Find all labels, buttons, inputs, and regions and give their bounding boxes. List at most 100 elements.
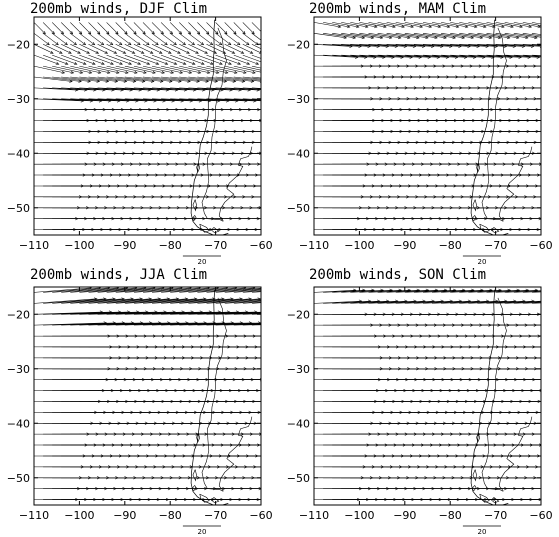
- wind-arrow: [52, 76, 91, 82]
- wind-arrowhead: [301, 174, 304, 177]
- wind-arrowhead: [55, 61, 60, 65]
- island-outline: [196, 162, 201, 173]
- wind-arrow: [197, 33, 213, 46]
- wind-arrow: [179, 54, 205, 65]
- wind-arrowhead: [306, 287, 309, 290]
- wind-arrowhead: [110, 61, 114, 65]
- wind-arrowhead: [419, 25, 424, 29]
- wind-arrowhead: [284, 498, 287, 501]
- wind-arrow: [495, 22, 523, 28]
- wind-arrowhead: [542, 378, 545, 381]
- wind-arrowhead: [551, 346, 554, 349]
- wind-arrowhead: [289, 400, 292, 403]
- wind-arrowhead: [383, 25, 387, 29]
- wind-arrow: [179, 287, 237, 293]
- wind-arrowhead: [258, 206, 261, 210]
- wind-arrowhead: [222, 50, 227, 54]
- wind-arrowhead: [264, 346, 267, 349]
- wind-arrowhead: [552, 196, 555, 199]
- wind-arrowhead: [306, 141, 309, 144]
- wind-arrowhead: [204, 50, 208, 54]
- wind-arrowhead: [554, 108, 557, 111]
- wind-arrowhead: [416, 36, 420, 40]
- wind-arrowhead: [264, 228, 267, 231]
- wind-arrow: [34, 54, 59, 65]
- wind-arrow: [34, 298, 97, 304]
- wind-arrowhead: [410, 25, 414, 29]
- wind-arrowhead: [242, 31, 246, 35]
- wind-arrowhead: [277, 433, 280, 436]
- wind-arrow: [79, 76, 118, 82]
- wind-arrowhead: [295, 433, 298, 436]
- wind-arrowhead: [265, 389, 268, 392]
- wind-arrowhead: [397, 36, 402, 40]
- wind-arrow: [34, 287, 92, 293]
- wind-arrow: [233, 87, 261, 90]
- wind-arrowhead: [552, 422, 555, 425]
- wind-arrow: [179, 44, 199, 54]
- wind-arrow: [242, 22, 255, 35]
- wind-arrowhead: [553, 367, 556, 370]
- wind-arrowhead: [69, 31, 74, 35]
- wind-arrow: [34, 311, 103, 315]
- wind-arrow: [124, 54, 150, 65]
- wind-arrow: [477, 54, 522, 58]
- wind-arrowhead: [115, 31, 119, 35]
- wind-arrow: [377, 300, 426, 304]
- wind-arrow: [332, 300, 380, 304]
- y-tick-label: −40: [7, 417, 30, 430]
- wind-arrowhead: [160, 31, 164, 35]
- wind-arrowhead: [125, 70, 129, 74]
- wind-arrowhead: [303, 411, 306, 414]
- wind-arrow: [43, 311, 112, 315]
- x-tick-label: −90: [113, 239, 136, 252]
- wind-arrowhead: [543, 65, 546, 68]
- wind-arrow: [486, 54, 531, 58]
- wind-arrowhead: [337, 25, 342, 29]
- wind-arrowhead: [279, 141, 282, 144]
- wind-arrowhead: [555, 76, 558, 79]
- wind-arrow: [97, 76, 136, 82]
- wind-arrow: [70, 87, 115, 91]
- wind-arrow: [404, 300, 453, 304]
- wind-arrowhead: [554, 411, 557, 414]
- wind-arrowhead: [106, 31, 110, 35]
- wind-arrow: [504, 33, 538, 39]
- wind-arrow: [314, 54, 358, 58]
- wind-arrowhead: [252, 70, 256, 74]
- x-tick-label: −70: [484, 239, 507, 252]
- wind-arrow: [106, 298, 170, 304]
- panel-mam: 200mb winds, MAM Clim −110 −100 −90 −80 −70 −6…: [287, 1, 558, 266]
- wind-arrowhead: [287, 378, 290, 381]
- wind-arrow: [88, 87, 133, 91]
- wind-arrow: [61, 76, 100, 82]
- wind-arrow: [215, 54, 241, 65]
- wind-arrow: [395, 289, 438, 293]
- wind-arrowhead: [95, 50, 100, 54]
- wind-arrowhead: [555, 313, 558, 316]
- wind-arrowhead: [297, 141, 300, 144]
- wind-arrow: [124, 298, 188, 304]
- wind-arrow: [197, 311, 261, 315]
- wind-arrowhead: [173, 61, 178, 65]
- wind-arrowhead: [200, 41, 205, 46]
- wind-arrow: [359, 300, 408, 304]
- wind-arrowhead: [177, 50, 181, 54]
- wind-arrow: [43, 87, 87, 91]
- wind-arrow: [142, 54, 168, 65]
- wind-arrow: [431, 44, 471, 47]
- wind-arrow: [224, 65, 256, 74]
- y-tick-label: −30: [7, 363, 30, 376]
- y-tick-label: −30: [287, 93, 310, 106]
- wind-arrowhead: [551, 378, 554, 381]
- wind-arrowhead: [543, 476, 546, 479]
- wind-arrow: [106, 54, 132, 65]
- wind-arrowhead: [164, 61, 169, 65]
- wind-arrowhead: [278, 80, 281, 83]
- wind-arrow: [115, 322, 189, 326]
- wind-arrowhead: [303, 298, 306, 301]
- wind-arrow: [106, 76, 145, 82]
- y-tick-label: −20: [287, 308, 310, 321]
- wind-arrow: [251, 87, 261, 89]
- wind-arrow: [61, 44, 81, 54]
